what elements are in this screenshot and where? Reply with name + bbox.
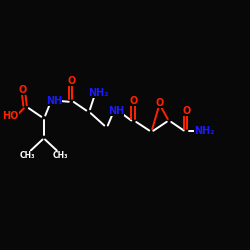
Text: NH₂: NH₂ xyxy=(194,126,214,136)
Text: O: O xyxy=(67,76,76,86)
Text: CH₃: CH₃ xyxy=(20,151,35,160)
Text: O: O xyxy=(156,98,164,108)
Text: NH: NH xyxy=(46,96,62,106)
Text: O: O xyxy=(18,85,27,95)
Text: HO: HO xyxy=(2,111,19,121)
Text: O: O xyxy=(130,96,138,106)
Text: CH₃: CH₃ xyxy=(52,151,68,160)
Text: O: O xyxy=(182,106,190,116)
Text: NH₂: NH₂ xyxy=(88,88,108,98)
Text: NH: NH xyxy=(108,106,124,116)
